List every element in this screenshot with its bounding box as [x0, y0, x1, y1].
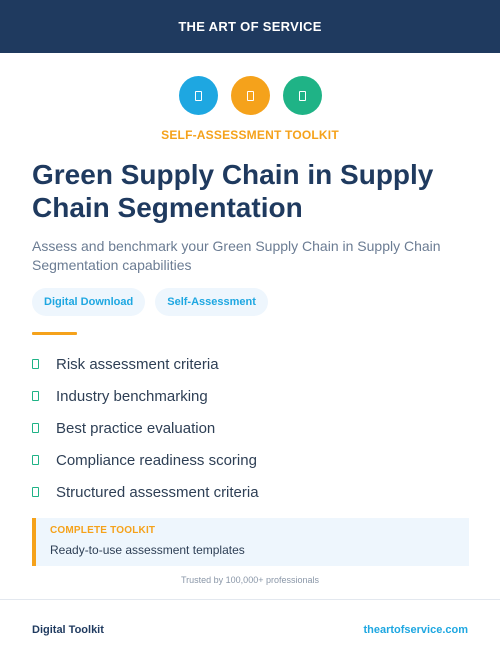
footer: Digital Toolkit theartofservice.com [0, 599, 500, 659]
trust-note: Trusted by 100,000+ professionals [180, 575, 319, 585]
kicker-label: SELF-ASSESSMENT TOOLKIT [161, 128, 339, 142]
callout-text: Ready-to-use assessment templates [50, 543, 245, 557]
check-icon [32, 359, 39, 369]
tag-list: Digital Download Self-Assessment [32, 288, 268, 316]
top-banner: THE ART OF SERVICE [0, 0, 500, 53]
check-icon [32, 391, 39, 401]
feature-label: Risk assessment criteria [56, 355, 219, 373]
feature-label: Compliance readiness scoring [56, 451, 257, 469]
document-icon-orange [230, 76, 270, 115]
list-item: Best practice evaluation [32, 412, 472, 444]
page-subtitle: Assess and benchmark your Green Supply C… [32, 238, 441, 273]
document-icon [298, 90, 306, 101]
list-item: Industry benchmarking [32, 380, 472, 412]
toolkit-callout: COMPLETE TOOLKIT Ready-to-use assessment… [32, 518, 469, 566]
document-icon-blue [178, 76, 218, 115]
callout-title: COMPLETE TOOLKIT [50, 525, 156, 536]
document-icon [246, 90, 254, 101]
document-icon-green [282, 76, 322, 115]
tag-digital-download: Digital Download [32, 288, 146, 316]
document-icon [194, 90, 202, 101]
check-icon [32, 423, 39, 433]
footer-label: Digital Toolkit [32, 623, 104, 636]
icon-row [0, 76, 500, 115]
check-icon [32, 455, 39, 465]
list-item: Compliance readiness scoring [32, 444, 472, 476]
list-item: Risk assessment criteria [32, 348, 472, 380]
brand-name: THE ART OF SERVICE [178, 19, 322, 34]
website-link[interactable]: theartofservice.com [363, 623, 468, 636]
feature-label: Industry benchmarking [56, 387, 208, 405]
accent-divider [32, 332, 77, 335]
list-item: Structured assessment criteria [32, 476, 472, 508]
page-title: Green Supply Chain in Supply Chain Segme… [32, 159, 434, 223]
feature-list: Risk assessment criteria Industry benchm… [32, 348, 472, 508]
feature-label: Structured assessment criteria [56, 483, 259, 501]
check-icon [32, 487, 39, 497]
feature-label: Best practice evaluation [56, 419, 216, 437]
tag-self-assessment: Self-Assessment [155, 288, 268, 316]
